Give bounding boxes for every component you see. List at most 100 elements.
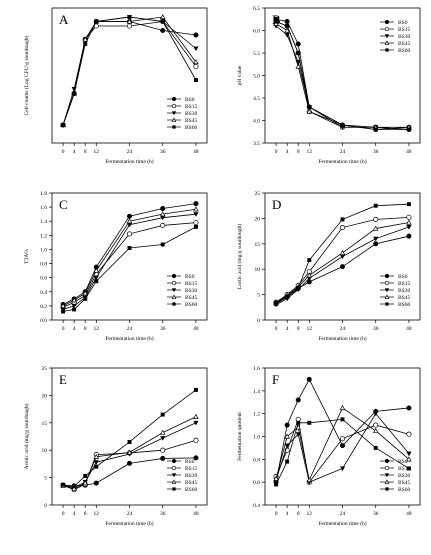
data-point: [295, 397, 301, 403]
series-bs45: [273, 405, 412, 482]
legend-marker: [171, 473, 177, 478]
x-tick-label: 48: [406, 511, 412, 517]
panel-letter: A: [59, 12, 69, 27]
series-line: [62, 21, 197, 126]
x-tick-label: 4: [73, 326, 76, 332]
data-point: [160, 206, 166, 212]
data-point: [60, 302, 66, 308]
data-point: [373, 445, 378, 450]
data-point: [274, 300, 279, 305]
y-axis-label: TTA%: [24, 249, 30, 264]
y-tick-label: 0.0: [40, 318, 47, 324]
panel-letter: D: [272, 197, 281, 212]
x-tick-label: 0: [275, 326, 278, 332]
legend-label: BS0: [398, 459, 408, 465]
data-point: [339, 436, 346, 442]
x-tick-label: 0: [275, 511, 278, 517]
series-line: [275, 235, 410, 305]
x-tick-label: 4: [286, 326, 289, 332]
x-tick-label: 8: [84, 326, 87, 332]
legend-marker: [172, 302, 176, 306]
data-point: [83, 296, 88, 301]
legend-label: BS30: [185, 288, 197, 294]
legend-marker: [384, 273, 390, 279]
x-tick-label: 24: [340, 326, 346, 332]
x-tick-label: 24: [127, 149, 133, 155]
series-line: [275, 25, 409, 130]
data-point: [373, 216, 379, 222]
legend-label: BS45: [398, 480, 410, 486]
x-axis-label: Fermentation time (h): [318, 520, 366, 527]
data-point: [61, 482, 66, 487]
data-point: [193, 413, 199, 419]
data-point: [339, 443, 345, 449]
data-point: [72, 484, 77, 489]
series-line: [62, 21, 196, 126]
legend-marker: [171, 479, 177, 484]
series-line: [62, 16, 197, 126]
y-tick-label: 25: [255, 191, 261, 197]
data-point: [193, 206, 199, 212]
series-line: [275, 21, 409, 130]
y-tick-label: 25: [42, 366, 48, 372]
data-point: [159, 429, 166, 435]
data-point: [193, 220, 199, 226]
legend-label: BS0: [185, 274, 195, 280]
x-tick-label: 12: [94, 326, 100, 332]
data-point: [295, 41, 301, 47]
data-point: [82, 480, 89, 486]
data-point: [274, 482, 279, 487]
series-bs15: [60, 18, 199, 128]
data-point: [126, 18, 133, 24]
data-point: [339, 254, 346, 260]
x-tick-label: 24: [127, 326, 133, 332]
data-point: [159, 211, 166, 217]
y-tick-label: 1.2: [253, 412, 260, 418]
x-tick-label: 4: [73, 511, 76, 517]
x-tick-label: 0: [62, 149, 65, 155]
y-tick-label: 5: [44, 476, 47, 482]
data-point: [126, 218, 133, 224]
data-point: [61, 123, 66, 127]
data-point: [193, 455, 199, 461]
series-bs60: [274, 417, 411, 487]
data-point: [126, 231, 133, 237]
legend-marker: [171, 465, 177, 471]
data-point: [373, 127, 378, 132]
data-point: [406, 456, 412, 462]
data-point: [82, 290, 89, 296]
data-point: [127, 246, 132, 251]
legend-marker: [384, 19, 390, 25]
data-point: [160, 242, 165, 247]
series-bs15: [60, 220, 199, 310]
data-point: [406, 225, 412, 230]
data-point: [193, 32, 199, 38]
data-point: [93, 460, 99, 465]
x-axis-label: Fermentation time (h): [318, 335, 366, 342]
x-axis-label: Fermentation time (h): [105, 158, 153, 165]
legend-marker: [385, 487, 389, 491]
data-point: [339, 224, 346, 231]
y-axis-label: Lactic acid (mg/g sourdough): [236, 224, 243, 289]
data-point: [82, 36, 89, 42]
data-point: [83, 42, 88, 46]
data-point: [340, 217, 345, 222]
series-line: [62, 16, 197, 126]
x-tick-label: 48: [406, 149, 412, 155]
data-point: [406, 451, 412, 457]
x-axis-label: Fermentation time (h): [105, 520, 153, 527]
y-tick-label: 0: [257, 318, 260, 324]
y-tick-label: 0.8: [253, 457, 260, 463]
data-point: [373, 236, 379, 242]
data-point: [160, 222, 166, 229]
data-point: [406, 214, 412, 220]
chart-panel-b: B048122436483.54.04.55.05.56.06.5Ferment…: [237, 6, 421, 165]
data-point: [285, 294, 290, 299]
x-tick-label: 36: [160, 149, 166, 155]
legend-marker: [385, 48, 389, 52]
